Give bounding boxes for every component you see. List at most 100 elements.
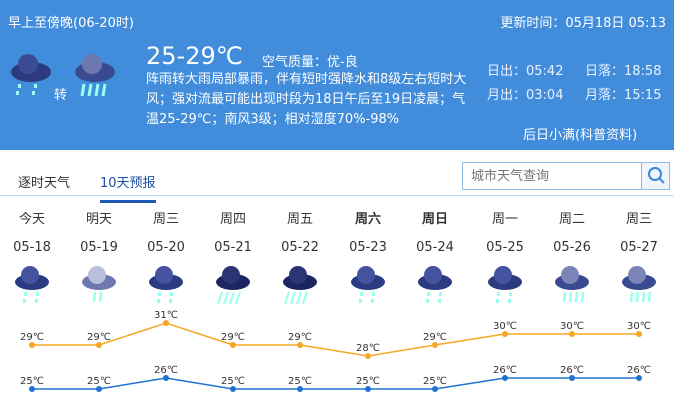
moonset: 月落：15:15 — [585, 88, 662, 103]
heavy-rain-icon — [555, 266, 589, 303]
low-temp-point — [502, 375, 508, 381]
heavy-rain-icon — [75, 54, 115, 97]
high-temp-point — [297, 342, 303, 348]
low-temp-point — [230, 386, 236, 392]
day-column: 周日 05-24 — [405, 208, 465, 255]
day-column: 今天 05-18 — [2, 208, 62, 255]
high-temp-point — [96, 342, 102, 348]
high-temp-line — [32, 322, 639, 357]
solar-term-link[interactable]: 后日小满(科普资料) — [523, 128, 638, 143]
date-label: 05-19 — [80, 240, 118, 255]
date-label: 05-20 — [147, 240, 185, 255]
high-temp-label: 28℃ — [356, 343, 380, 354]
high-temp-label: 29℃ — [221, 332, 245, 343]
date-label: 05-25 — [486, 240, 524, 255]
high-temp-label: 30℃ — [560, 321, 584, 332]
day-column: 周四 05-21 — [203, 208, 263, 255]
city-search-input[interactable] — [463, 163, 641, 189]
date-label: 05-23 — [349, 240, 387, 255]
high-temp-label: 29℃ — [87, 332, 111, 343]
date-label: 05-24 — [416, 240, 454, 255]
low-temp-label: 25℃ — [221, 376, 245, 387]
temperature-chart: 29℃ 29℃ 31℃ 29℃ 29℃ 28℃ 29℃ 30℃ 30℃ 30℃ 25℃ 25℃ 26℃ 2… — [20, 310, 651, 392]
showers-icon — [11, 54, 51, 95]
weekday-label: 今天 — [18, 212, 45, 227]
low-temp-point — [29, 386, 35, 392]
weekday-label: 明天 — [85, 212, 112, 227]
low-temp-label: 26℃ — [627, 365, 651, 376]
date-label: 05-22 — [281, 240, 319, 255]
update-time: 更新时间：05月18日 05:13 — [500, 16, 666, 31]
low-temp-label: 25℃ — [423, 376, 447, 387]
date-label: 05-21 — [214, 240, 252, 255]
weekday-label: 周二 — [558, 212, 585, 227]
low-temp-label: 25℃ — [87, 376, 111, 387]
high-temp-point — [432, 342, 438, 348]
high-temp-point — [29, 342, 35, 348]
low-temp-point — [163, 375, 169, 381]
weekday-label: 周日 — [421, 212, 448, 227]
sunset: 日落：18:58 — [585, 64, 662, 79]
showers-icon — [418, 266, 452, 303]
low-temp-line — [32, 377, 639, 390]
day-column: 明天 05-19 — [69, 208, 129, 255]
date-label: 05-18 — [13, 240, 51, 255]
search-icon — [647, 166, 665, 184]
temperature-range: 25-29℃ — [146, 42, 243, 70]
search-button[interactable] — [641, 163, 669, 189]
weekday-label: 周三 — [152, 212, 179, 227]
low-temp-point — [636, 375, 642, 381]
day-column: 周三 05-27 — [609, 208, 669, 255]
low-temp-point — [96, 386, 102, 392]
date-label: 05-26 — [553, 240, 591, 255]
high-temp-point — [365, 353, 371, 359]
low-temp-point — [432, 386, 438, 392]
day-column: 周五 05-22 — [270, 208, 330, 255]
day-column: 周六 05-23 — [338, 208, 398, 255]
weather-description: 阵雨转大雨局部暴雨，伴有短时强降水和8级左右短时大风；强对流最可能出现时段为18… — [146, 72, 467, 127]
tab-bar: 逐时天气 10天预报 — [0, 150, 674, 203]
high-temp-point — [569, 331, 575, 337]
weekday-label: 周四 — [219, 212, 246, 227]
weekday-label: 周一 — [491, 212, 518, 227]
showers-icon — [488, 266, 522, 303]
low-temp-label: 26℃ — [493, 365, 517, 376]
transition-label: 转 — [54, 88, 68, 103]
high-temp-point — [163, 320, 169, 326]
heavy-rain-icon — [622, 266, 656, 303]
low-temp-label: 25℃ — [288, 376, 312, 387]
low-temp-label: 26℃ — [560, 365, 584, 376]
high-temp-label: 29℃ — [288, 332, 312, 343]
high-temp-point — [502, 331, 508, 337]
low-temp-label: 25℃ — [20, 376, 44, 387]
high-temp-label: 30℃ — [627, 321, 651, 332]
air-quality: 空气质量：优-良 — [262, 55, 358, 70]
rainstorm-icon — [283, 266, 317, 305]
day-column: 周二 05-26 — [542, 208, 602, 255]
high-temp-label: 31℃ — [154, 310, 178, 321]
weekday-label: 周三 — [625, 212, 652, 227]
moonrise: 月出：03:04 — [487, 88, 564, 103]
date-label: 05-27 — [620, 240, 658, 255]
tab-10-day[interactable]: 10天预报 — [100, 172, 156, 203]
sunrise: 日出：05:42 — [487, 64, 564, 79]
day-column: 周三 05-20 — [136, 208, 196, 255]
weather-header: 早上至傍晚(06-20时) 更新时间：05月18日 05:13 转 25-29℃… — [0, 0, 674, 150]
showers-icon — [149, 266, 183, 303]
city-search — [462, 162, 670, 190]
tab-hourly[interactable]: 逐时天气 — [18, 176, 71, 191]
low-temp-point — [569, 375, 575, 381]
low-temp-point — [297, 386, 303, 392]
low-temp-label: 25℃ — [356, 376, 380, 387]
day-column: 周一 05-25 — [475, 208, 535, 255]
high-temp-label: 29℃ — [20, 332, 44, 343]
high-temp-point — [636, 331, 642, 337]
showers-icon — [351, 266, 385, 303]
showers-icon — [15, 266, 49, 303]
weekday-label: 周六 — [354, 212, 381, 227]
light-rain-icon — [82, 266, 116, 303]
rainstorm-icon — [216, 266, 250, 305]
high-temp-label: 30℃ — [493, 321, 517, 332]
weekday-label: 周五 — [286, 212, 313, 227]
low-temp-label: 26℃ — [154, 365, 178, 376]
